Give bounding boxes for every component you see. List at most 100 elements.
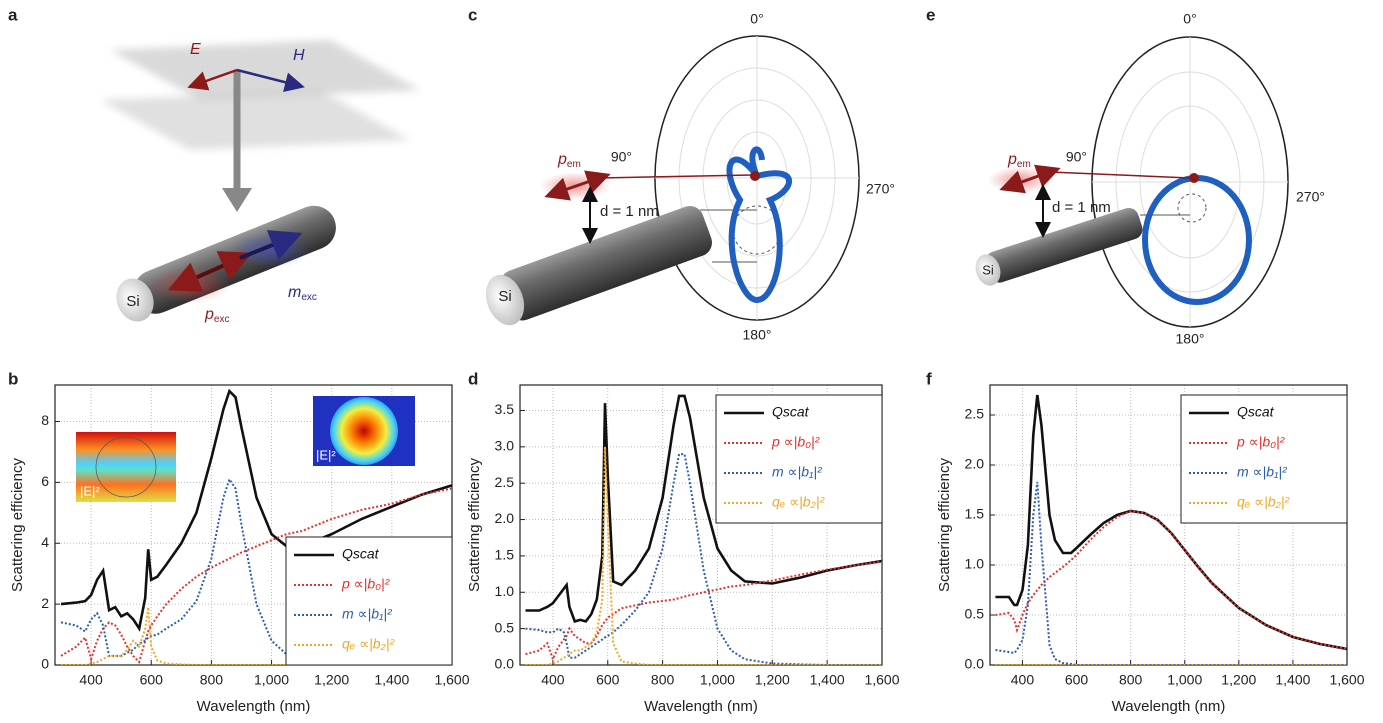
y-tick-label: 2.5 [965, 406, 985, 422]
y-tick-label: 1.5 [965, 506, 985, 522]
y-tick-label: 1.0 [965, 556, 985, 572]
legend-label: m ∝|b₁|² [1237, 464, 1288, 480]
x-tick-label: 1,000 [700, 672, 735, 688]
emission-pattern [1145, 178, 1249, 302]
y-tick-label: 4 [41, 534, 49, 550]
figure: a b c d e f E H Si pexc mexc [0, 0, 1383, 723]
legend-label: p ∝|b₀|² [341, 576, 391, 592]
wave-plane [100, 90, 410, 150]
y-tick-label: 8 [41, 412, 49, 428]
x-tick-label: 1,000 [1167, 672, 1202, 688]
panel-label: f [926, 369, 932, 388]
y-tick-label: 0.0 [965, 656, 985, 672]
page: {"panel_labels": ["a", "b", "c", "d", "e… [0, 0, 1383, 723]
y-tick-label: 6 [41, 473, 49, 489]
e-label: E [190, 41, 201, 58]
angle-label: 90° [1066, 149, 1087, 165]
legend-label: m ∝|b₁|² [342, 606, 393, 622]
inset-heatmap: |E|² [76, 432, 176, 502]
y-axis-label: Scattering efficiency [9, 458, 26, 592]
x-tick-label: 1,600 [1329, 672, 1364, 688]
x-axis-label: Wavelength (nm) [1112, 698, 1226, 715]
rod [972, 205, 1145, 289]
x-tick-label: 1,600 [434, 672, 469, 688]
inset-heatmap: |E|² [313, 396, 415, 466]
x-axis-label: Wavelength (nm) [644, 698, 758, 715]
p-em-label: pem [557, 151, 581, 169]
panel-label: c [468, 5, 477, 24]
dipole-point [750, 171, 760, 181]
x-tick-label: 1,000 [254, 672, 289, 688]
y-axis-label: Scattering efficiency [466, 458, 483, 592]
x-tick-label: 400 [541, 672, 565, 688]
inset-label: |E|² [316, 447, 336, 462]
panel-label: e [926, 5, 935, 24]
rod-label: Si [498, 288, 511, 305]
rod [479, 202, 716, 331]
x-tick-label: 600 [596, 672, 620, 688]
y-tick-label: 2.0 [495, 510, 515, 526]
y-tick-label: 3.5 [495, 401, 515, 417]
y-tick-label: 0.5 [495, 619, 515, 635]
x-tick-label: 600 [140, 672, 164, 688]
x-tick-label: 1,200 [1221, 672, 1256, 688]
x-tick-label: 1,200 [755, 672, 790, 688]
p-exc-label: pexc [204, 306, 229, 324]
angle-label: 180° [743, 327, 772, 343]
x-tick-label: 400 [79, 672, 103, 688]
x-tick-label: 800 [1119, 672, 1143, 688]
angle-label: 0° [750, 11, 763, 27]
legend-label: p ∝|b₀|² [771, 434, 821, 450]
legend-label: Qscat [1237, 404, 1275, 420]
angle-label: 90° [611, 149, 632, 165]
y-tick-label: 1.5 [495, 547, 515, 563]
x-tick-label: 1,400 [1275, 672, 1310, 688]
wave-plane [110, 40, 420, 100]
y-tick-label: 3.0 [495, 438, 515, 454]
angle-label: 0° [1183, 11, 1196, 27]
diagram-c: 0° 90° 270° 180° pem d = 1 nm Si [479, 11, 895, 343]
dipole-point [1189, 173, 1199, 183]
x-axis-label: Wavelength (nm) [197, 698, 311, 715]
x-tick-label: 400 [1011, 672, 1035, 688]
angle-label: 270° [866, 181, 895, 197]
distance-label: d = 1 nm [600, 203, 659, 220]
y-axis-label: Scattering efficiency [936, 458, 953, 592]
angle-label: 270° [1296, 189, 1325, 205]
legend-label: qₑ ∝|b₂|² [342, 636, 395, 652]
legend-label: Qscat [342, 546, 380, 562]
rod-label: Si [982, 262, 994, 277]
legend-label: p ∝|b₀|² [1236, 434, 1286, 450]
legend-label: qₑ ∝|b₂|² [1237, 494, 1290, 510]
panel-label: d [468, 369, 478, 388]
legend-label: qₑ ∝|b₂|² [772, 494, 825, 510]
emission-pattern [729, 149, 789, 300]
glow [230, 232, 310, 268]
legend-label: m ∝|b₁|² [772, 464, 823, 480]
inset-label: |E|² [80, 483, 100, 498]
y-tick-label: 1.0 [495, 583, 515, 599]
p-em-label: pem [1007, 151, 1031, 169]
rod-label: Si [126, 293, 139, 310]
x-tick-label: 800 [651, 672, 675, 688]
series-line [526, 562, 883, 660]
distance-label: d = 1 nm [1052, 199, 1111, 216]
x-tick-label: 1,200 [314, 672, 349, 688]
h-label: H [293, 47, 305, 64]
x-tick-label: 600 [1065, 672, 1089, 688]
y-tick-label: 2.0 [965, 456, 985, 472]
x-tick-label: 1,400 [374, 672, 409, 688]
x-tick-label: 800 [200, 672, 224, 688]
glow [150, 267, 230, 303]
x-tick-label: 1,600 [864, 672, 899, 688]
dipole-line [1050, 172, 1190, 178]
propagation-arrow-head [222, 188, 252, 212]
y-tick-label: 2.5 [495, 474, 515, 490]
panel-label: a [8, 5, 18, 24]
rod-section [1178, 194, 1206, 222]
angle-label: 180° [1176, 331, 1205, 347]
panel-label: b [8, 369, 18, 388]
legend-label: Qscat [772, 404, 810, 420]
x-tick-label: 1,400 [810, 672, 845, 688]
y-tick-label: 2 [41, 595, 49, 611]
